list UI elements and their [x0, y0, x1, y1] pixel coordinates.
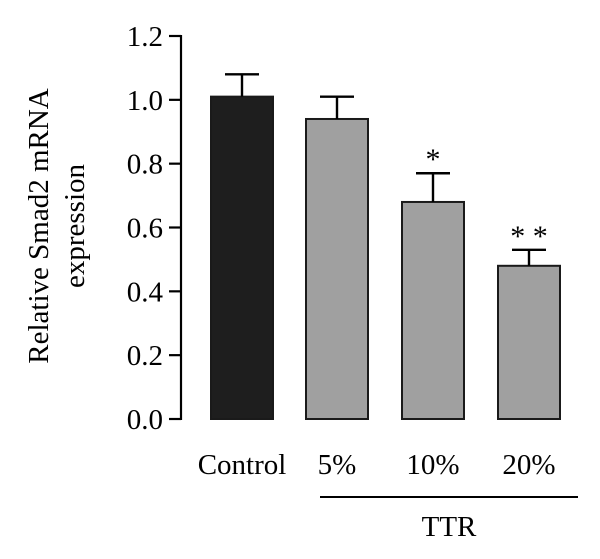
bars: * * * — [210, 73, 561, 421]
x-tick-label: Control — [198, 449, 287, 481]
y-tick-label: 1.0 — [127, 85, 163, 117]
y-axis-title-line2: expression — [59, 163, 91, 288]
x-tick-label: 5% — [318, 449, 357, 481]
significance-marker: * * — [510, 220, 548, 253]
x-axis-labels: Control 5% 10% 20% — [198, 449, 556, 481]
y-tick-label: 0.2 — [127, 340, 163, 372]
bar-5pct — [305, 117, 369, 420]
ttr-group-label: TTR — [422, 511, 477, 543]
ttr-group: TTR — [320, 496, 578, 543]
y-axis: 0.0 0.2 0.4 0.6 0.8 1.0 1.2 — [127, 21, 183, 436]
y-axis-title: Relative Smad2 mRNA expression — [23, 88, 91, 364]
y-tick-label: 1.2 — [127, 21, 163, 53]
y-tick-label: 0.6 — [127, 213, 163, 245]
y-tick-label: 0.8 — [127, 149, 163, 181]
significance-marker: * — [426, 143, 441, 176]
bar-20pct — [497, 264, 561, 420]
y-tick-label: 0.4 — [127, 276, 164, 308]
y-tick-label: 0.0 — [127, 404, 163, 436]
bar-control — [210, 95, 274, 421]
x-tick-label: 10% — [406, 449, 459, 481]
x-tick-label: 20% — [502, 449, 555, 481]
y-axis-title-line1: Relative Smad2 mRNA — [23, 88, 55, 364]
bar-10pct — [401, 200, 465, 420]
